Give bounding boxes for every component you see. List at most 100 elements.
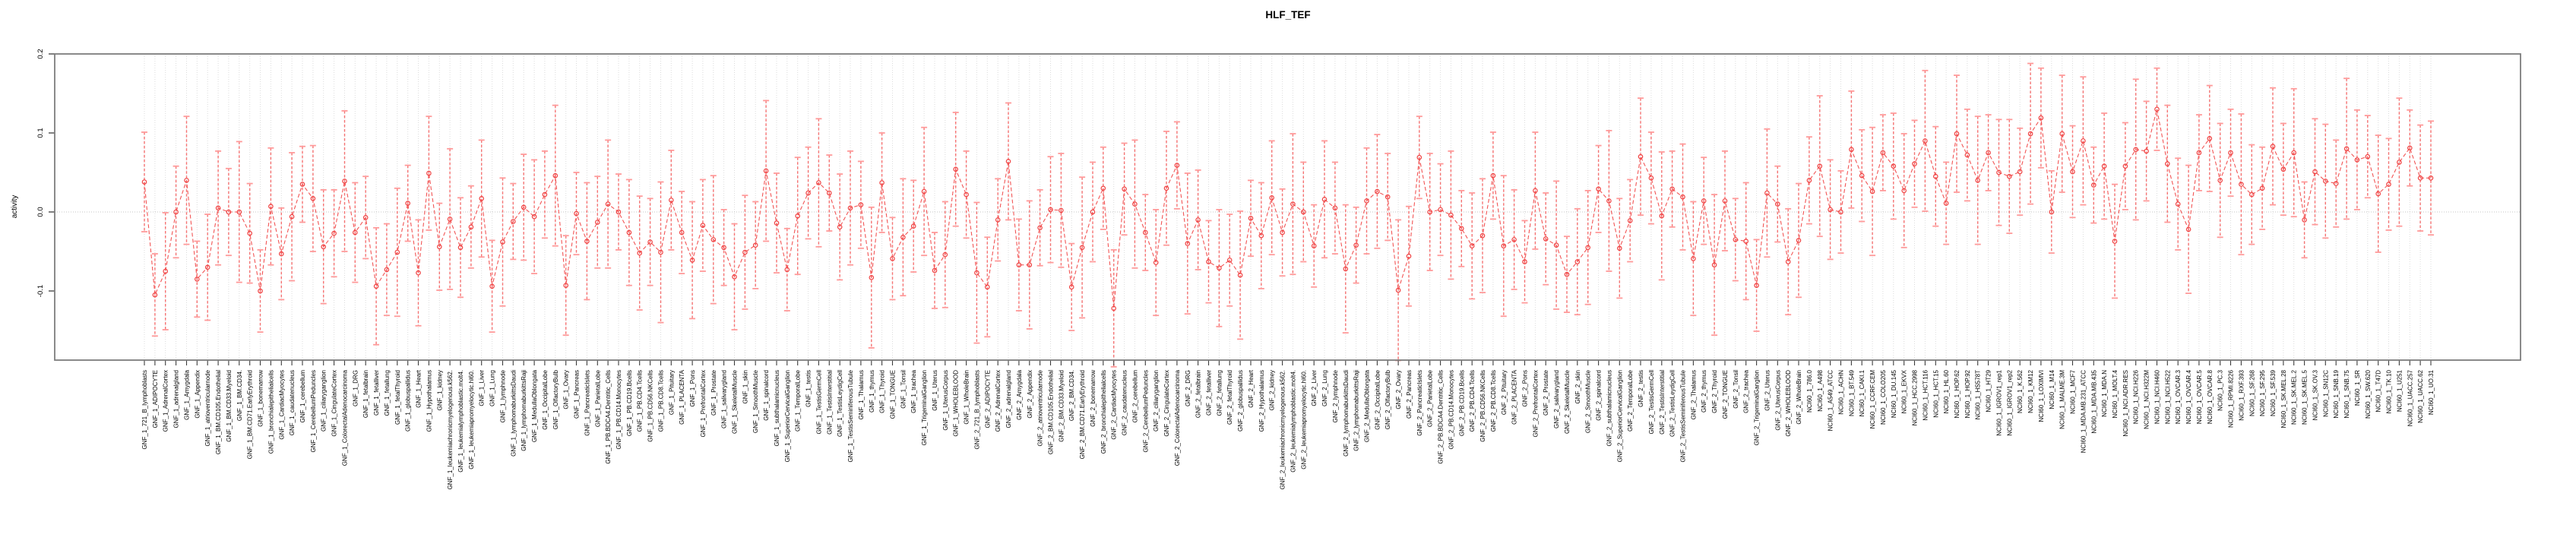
x-tick-label: GNF_1_caudatenucleus: [289, 370, 296, 435]
data-point: [1648, 175, 1654, 181]
x-tick-label: GNF_1_BM.CD33.Myeloid: [226, 370, 233, 442]
data-point: [932, 267, 938, 274]
data-point: [2133, 147, 2139, 153]
data-point: [1448, 212, 1454, 218]
x-tick-label: GNF_1_testis: [805, 370, 812, 407]
x-tick-label: NCI60_1_OVCAR.5: [2196, 369, 2203, 424]
data-point: [1511, 237, 1517, 242]
data-point: [732, 274, 737, 280]
data-point: [616, 209, 622, 215]
x-tick-label: GNF_2_AdrenalCortex: [995, 370, 1002, 432]
data-point: [774, 220, 780, 226]
x-tick-label: GNF_2_Pituitary: [1501, 370, 1508, 415]
data-point: [1638, 153, 1644, 160]
x-tick-label: NCI60_1_COLO205: [1880, 369, 1887, 425]
data-point: [2323, 179, 2328, 184]
x-tick-label: GNF_2_PB.CD14.Monocytes: [1448, 370, 1454, 450]
x-tick-label: GNF_1_TONGUE: [890, 370, 897, 419]
x-tick-label: GNF_1_leukemiapromyelocytic.hl60.: [468, 370, 475, 470]
x-tick-label: GNF_1_trachea: [910, 369, 917, 413]
x-tick-label: GNF_2_PB.CD56.NKCells: [1479, 370, 1486, 442]
x-tick-label: GNF_1_Pons: [689, 370, 696, 406]
x-tick-label: GNF_1_BM.CD71.EarlyErythroid: [247, 370, 254, 459]
x-tick-label: NCI60_1_LOXIMVI: [2038, 370, 2045, 422]
data-point: [900, 234, 906, 240]
x-tick-label: GNF_2_WholeBrain: [1796, 370, 1802, 425]
data-point: [457, 245, 464, 251]
x-tick-label: GNF_2_PrefrontalCortex: [1532, 370, 1539, 437]
data-point: [2185, 226, 2191, 232]
data-point: [1838, 209, 1843, 215]
data-point: [795, 213, 801, 219]
data-point: [1079, 245, 1085, 251]
x-tick-label: NCI60_1_K.562: [2017, 369, 2024, 413]
y-axis-label: activity: [11, 195, 19, 219]
x-tick-label: NCI60_1_MCF7: [2070, 369, 2077, 413]
data-point: [247, 230, 253, 236]
data-point: [2259, 185, 2265, 191]
x-tick-label: GNF_2_salivarygland: [1553, 370, 1560, 428]
x-tick-label: NCI60_1_SNB.75: [2343, 369, 2350, 418]
data-point: [1933, 173, 1938, 179]
x-tick-label: GNF_1_cerebellum: [299, 370, 306, 423]
x-tick-label: GNF_1_PB.CD4.Tcells: [637, 370, 644, 432]
data-point: [584, 239, 590, 244]
data-point: [921, 188, 927, 194]
x-tick-label: NCI60_1_SR: [2354, 370, 2361, 406]
plot-box: [54, 53, 2521, 361]
data-point: [784, 267, 790, 273]
data-point: [1237, 272, 1243, 278]
data-point: [1606, 198, 1612, 204]
data-point: [2270, 144, 2276, 150]
data-point: [152, 292, 158, 298]
x-tick-label: GNF_2_CerebellumPeduncles: [1142, 370, 1149, 453]
data-point: [1806, 178, 1812, 183]
x-tick-label: GNF_2_DRG: [1185, 370, 1191, 406]
x-tick-label: GNF_1_skin: [742, 370, 748, 403]
data-point: [405, 201, 411, 206]
data-point: [1343, 266, 1349, 272]
data-point: [2038, 115, 2044, 121]
data-point: [1574, 259, 1581, 264]
data-point: [1986, 150, 1991, 156]
x-tick-label: NCI60_1_HL.60: [1943, 369, 1950, 413]
data-point: [258, 288, 263, 294]
x-tick-label: GNF_2_Thyroid: [1711, 370, 1718, 413]
data-point: [215, 205, 221, 211]
x-tick-label: GNF_1_Ovary: [563, 370, 570, 409]
data-point: [1553, 242, 1559, 248]
x-tick-label: GNF_1_fetallung: [384, 370, 391, 416]
data-point: [1891, 163, 1897, 169]
data-point: [647, 239, 653, 245]
x-tick-label: GNF_2_MedullaOblongata: [1364, 369, 1371, 442]
activity-series-line: [144, 109, 2431, 308]
x-tick-label: NCI60_1_HCT.15: [1932, 369, 1939, 417]
data-point: [1711, 262, 1717, 268]
data-point: [742, 249, 748, 255]
x-tick-label: NCI60_1_A498: [1817, 369, 1824, 411]
data-point: [2081, 138, 2086, 144]
x-tick-label: GNF_2_SkeletalMuscle: [1564, 369, 1571, 434]
data-point: [310, 195, 316, 201]
x-tick-label: GNF_2_Amygdala: [1016, 369, 1023, 419]
x-tick-label: GNF_2_cerebellum: [1131, 370, 1138, 423]
x-tick-label: GNF_1_Thalamus: [858, 370, 865, 419]
data-point: [2354, 157, 2360, 163]
data-point: [2228, 150, 2233, 156]
data-point: [489, 283, 495, 289]
x-tick-label: NCI60_1_OVCAR.3: [2175, 369, 2182, 424]
x-tick-label: GNF_2_skin: [1574, 370, 1581, 403]
x-tick-label: GNF_2_Uterus: [1764, 370, 1771, 411]
x-tick-label: NCI60_1_SF.268: [2248, 369, 2255, 416]
x-tick-label: GNF_1_Prostate: [710, 369, 717, 416]
x-tick-label: NCI60_1_IGROV1_rep1: [1996, 369, 2003, 435]
x-tick-label: GNF_1_PB.CD56.NKCells: [647, 370, 654, 442]
data-point: [1385, 194, 1391, 200]
data-point: [479, 195, 485, 201]
x-tick-label: GNF_1_UterusCorpus: [942, 370, 949, 431]
x-tick-label: GNF_1_ADIPOCYTE: [152, 370, 159, 428]
x-tick-label: GNF_2_Liver: [1311, 370, 1318, 406]
data-point: [1596, 186, 1601, 192]
data-point: [236, 209, 242, 215]
x-tick-label: GNF_1_OlfactoryBulb: [552, 369, 559, 429]
